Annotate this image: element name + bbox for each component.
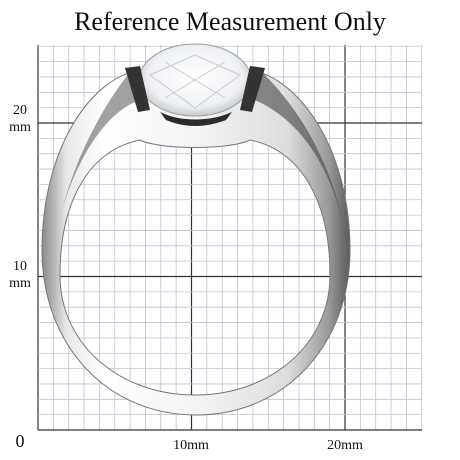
y-label-unit: mm [9, 120, 31, 135]
y-label-number: 20 [13, 103, 27, 118]
ring-band [41, 69, 351, 416]
prong [240, 66, 265, 112]
origin-label: 0 [16, 431, 25, 451]
ring [41, 43, 351, 416]
prong [125, 66, 150, 112]
bridge [160, 112, 232, 126]
ring-shadow [62, 72, 140, 210]
ring-shadow [255, 72, 345, 230]
x-label: 10mm [173, 438, 209, 453]
y-label-unit: mm [9, 276, 31, 291]
x-label: 20mm [327, 438, 363, 453]
gem-facets [149, 54, 241, 109]
title: Reference Measurement Only [74, 7, 386, 36]
y-label-number: 10 [13, 259, 27, 274]
